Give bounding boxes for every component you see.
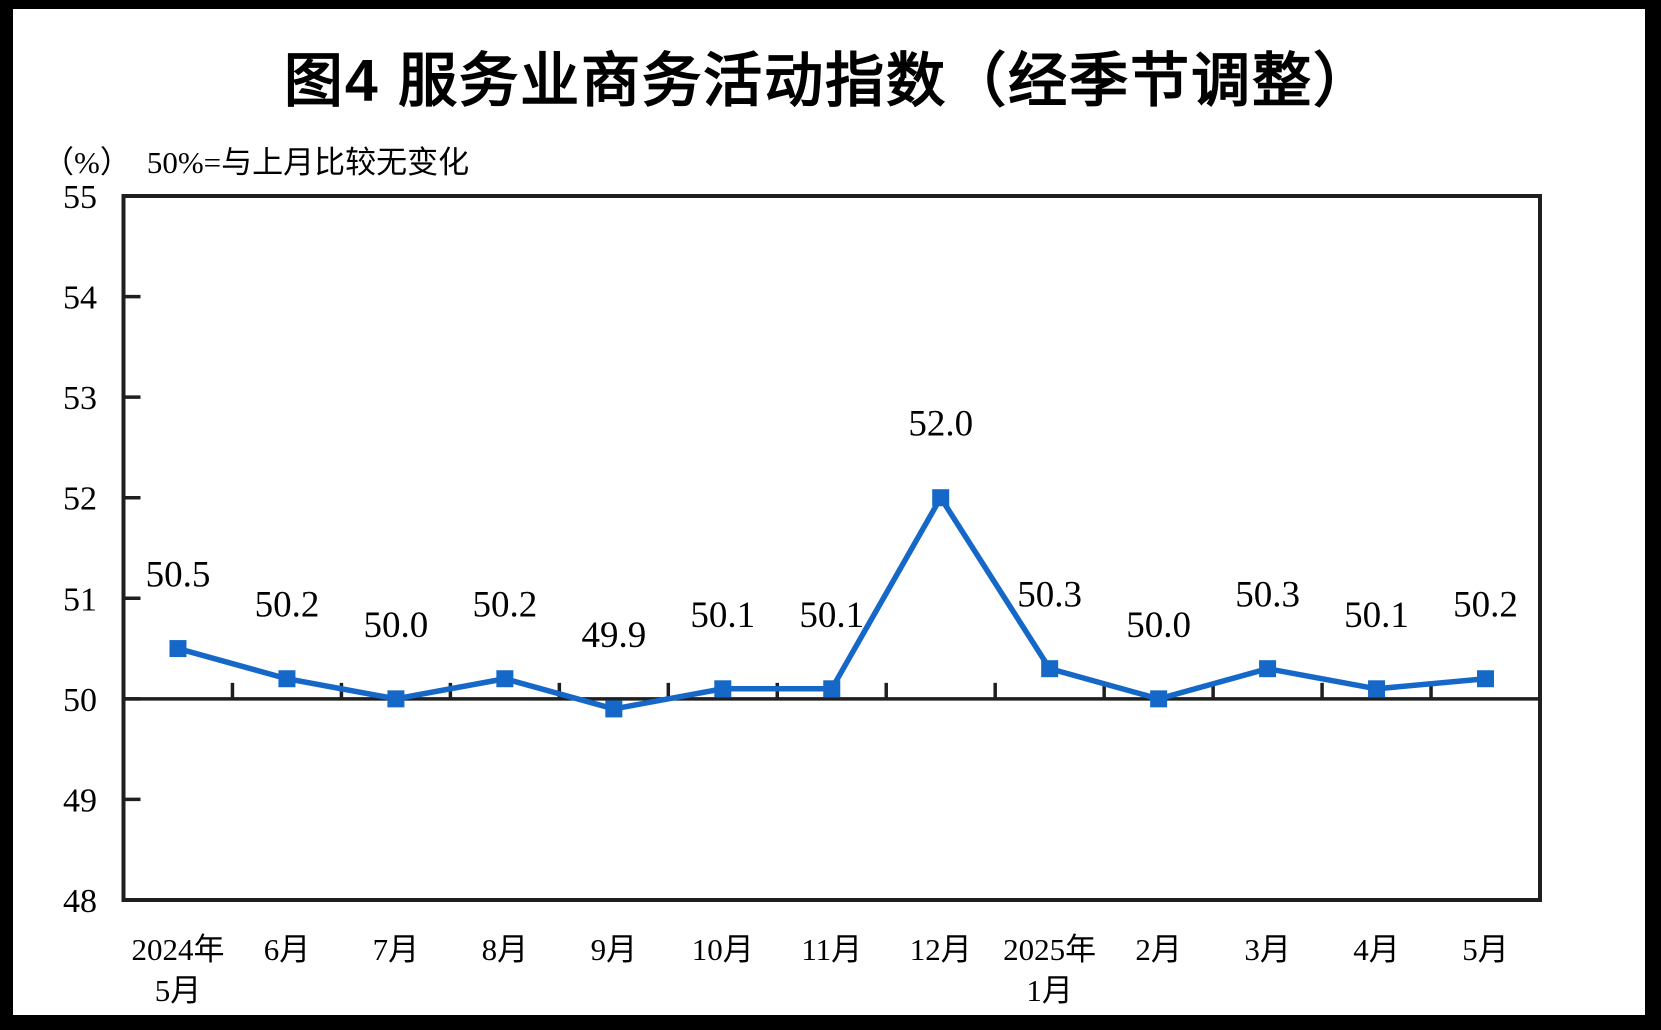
data-point-label: 50.1 [1344,595,1409,636]
data-point-marker [714,680,732,698]
data-point-label: 50.1 [799,595,864,636]
x-axis-label: 12月 [910,932,972,967]
data-point-marker [1368,680,1386,698]
chart-title: 图4 服务业商务活动指数（经季节调整） [283,48,1375,114]
data-point-label: 49.9 [581,615,646,656]
data-point-marker [823,680,841,698]
x-axis-label: 9月 [591,932,638,967]
x-axis-label-line2: 1月 [1026,973,1073,1008]
chart-canvas: 图4 服务业商务活动指数（经季节调整） （%） 50%=与上月比较无变化 48 4… [13,9,1645,1015]
y-axis-tick-label: 49 [63,782,97,819]
y-axis-tick-label: 50 [63,682,97,719]
x-axis-label: 4月 [1353,932,1400,967]
data-point-marker [496,670,514,688]
x-axis-label: 3月 [1244,932,1291,967]
x-axis-label: 5月 [1462,932,1509,967]
x-axis-label: 11月 [801,932,862,967]
y-axis-tick-label: 52 [63,481,97,518]
data-point-marker [605,700,623,718]
data-point-label: 50.5 [146,555,211,596]
data-point-label: 50.3 [1235,575,1300,616]
plot-border [121,194,1542,902]
data-point-marker [1041,660,1059,678]
data-point-label: 50.0 [1126,605,1191,646]
data-point-label: 50.2 [255,585,320,626]
y-axis-tick-label: 53 [63,380,97,417]
x-axis-label: 2月 [1135,932,1182,967]
data-point-marker [278,670,296,688]
x-axis-label: 2025年 [1003,932,1096,967]
data-point-marker [387,690,405,708]
x-axis-label: 2024年 [131,932,224,967]
x-axis-label: 7月 [373,932,420,967]
data-point-label: 50.1 [690,595,755,636]
y-axis-tick-label: 48 [63,883,97,920]
data-point-label: 50.0 [364,605,429,646]
data-point-marker [169,640,187,658]
x-axis-label: 8月 [482,932,529,967]
data-point-marker [932,489,950,507]
data-point-label: 50.2 [1453,585,1518,626]
x-axis-label: 6月 [264,932,311,967]
y-axis-tick-label: 54 [63,280,97,317]
chart-subtitle: （%） 50%=与上月比较无变化 [43,137,469,182]
y-axis-unit-label: （%） [43,145,131,180]
y-axis-tick-label: 51 [63,581,97,618]
data-point-label: 50.3 [1017,575,1082,616]
data-point-marker [1259,660,1277,678]
x-axis-label: 10月 [692,932,754,967]
y-axis-tick-label: 55 [63,179,97,216]
data-point-label: 52.0 [908,404,973,445]
data-point-marker [1477,670,1495,688]
x-axis-label-line2: 5月 [155,973,202,1008]
reference-note: 50%=与上月比较无变化 [146,145,470,180]
data-point-label: 50.2 [472,585,537,626]
data-point-marker [1150,690,1168,708]
